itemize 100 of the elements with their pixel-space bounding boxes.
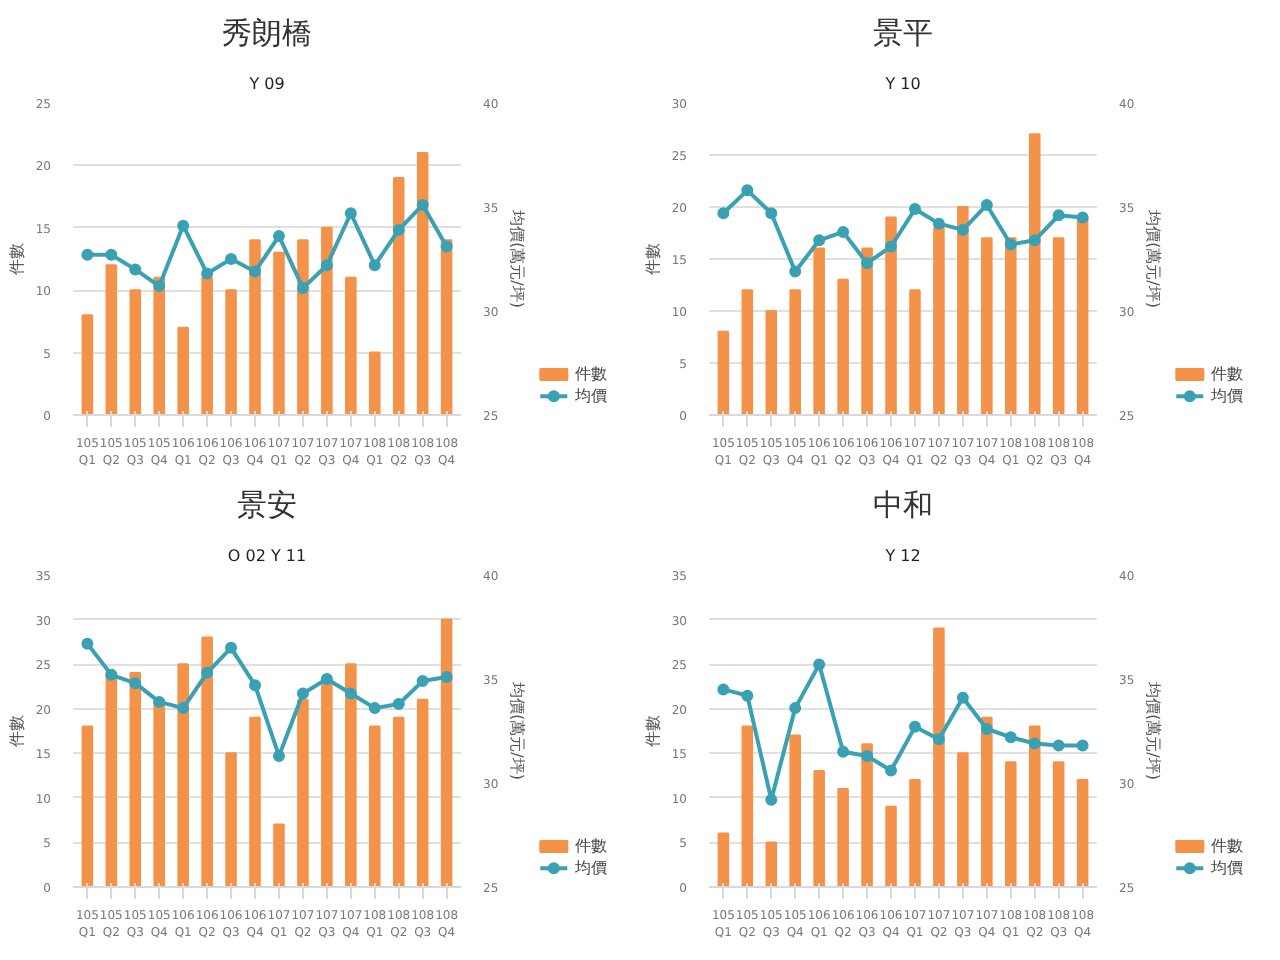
point <box>908 720 921 733</box>
chart-subtitle: O 02 Y 11 <box>227 547 307 565</box>
point <box>344 207 357 220</box>
y2-axis-title: 均價(萬元/坪) <box>508 208 527 308</box>
point <box>368 259 381 272</box>
point <box>416 675 429 688</box>
point <box>129 263 142 276</box>
point <box>201 267 214 280</box>
point <box>177 219 190 232</box>
point <box>932 733 945 746</box>
point <box>813 658 826 671</box>
bar <box>297 698 309 887</box>
bar <box>1076 216 1089 415</box>
bar <box>1052 237 1065 415</box>
legend-label: 件數 <box>574 365 607 384</box>
point <box>885 764 898 777</box>
bar <box>273 251 285 415</box>
y2-axis-title: 均價(萬元/坪) <box>1144 208 1163 308</box>
bar <box>741 289 754 415</box>
chart-subtitle: Y 10 <box>883 75 921 93</box>
bar <box>813 770 825 887</box>
bar <box>345 663 357 887</box>
bar <box>249 239 261 415</box>
bar <box>225 289 237 415</box>
point <box>980 722 993 735</box>
bar <box>177 326 189 415</box>
point <box>1004 731 1017 744</box>
y-axis-title: 件數 <box>7 715 26 747</box>
point <box>225 641 238 654</box>
bar <box>273 823 285 887</box>
bar <box>392 176 405 415</box>
bar <box>368 725 381 887</box>
bar <box>909 289 921 415</box>
point <box>789 702 802 715</box>
point <box>1028 234 1041 247</box>
chart-title: 景安 <box>237 487 297 523</box>
point <box>392 697 405 710</box>
bar <box>885 216 897 415</box>
bar <box>440 618 453 887</box>
bar <box>81 725 94 887</box>
point <box>837 745 850 758</box>
point <box>956 691 969 704</box>
point <box>1076 211 1089 224</box>
bar <box>105 264 118 415</box>
point <box>105 248 118 261</box>
bar <box>741 725 754 887</box>
bar <box>153 698 166 887</box>
point <box>296 687 309 700</box>
point <box>717 207 730 220</box>
point <box>392 223 405 236</box>
point <box>789 265 802 278</box>
bar <box>717 330 730 415</box>
point <box>129 677 142 690</box>
chart-title: 景平 <box>873 15 933 51</box>
chart-subtitle: Y 09 <box>247 75 285 93</box>
point <box>440 240 453 253</box>
point <box>272 230 285 243</box>
point <box>837 225 850 238</box>
bar <box>345 276 357 415</box>
bar <box>105 672 118 887</box>
bar <box>201 636 213 887</box>
point <box>765 793 778 806</box>
point <box>225 253 238 265</box>
bar <box>225 752 237 887</box>
bar <box>933 627 945 887</box>
bar <box>129 289 142 415</box>
bar <box>837 278 849 415</box>
bar <box>1052 761 1065 887</box>
point <box>765 207 778 220</box>
y-axis-title: 件數 <box>643 243 662 275</box>
bar <box>177 663 189 887</box>
point <box>741 689 754 702</box>
bar <box>321 680 333 887</box>
chart-title: 秀朗橋 <box>222 15 312 51</box>
bar <box>765 841 778 887</box>
legend-label: 件數 <box>574 837 607 856</box>
y2-axis-title: 均價(萬元/坪) <box>1144 680 1163 780</box>
point <box>1004 238 1017 251</box>
bar <box>129 672 142 887</box>
point <box>717 683 730 696</box>
bar <box>861 743 873 887</box>
bar <box>440 239 453 415</box>
point <box>861 257 874 270</box>
legend-label: 件數 <box>1210 365 1243 384</box>
bar <box>765 310 778 415</box>
point <box>81 637 94 650</box>
point <box>201 666 214 679</box>
point <box>344 687 357 700</box>
point <box>885 240 898 253</box>
point <box>932 217 945 230</box>
point <box>1052 739 1065 752</box>
point <box>320 673 333 685</box>
bar <box>416 151 429 415</box>
point <box>296 282 309 295</box>
bar <box>837 787 849 887</box>
bar <box>909 779 921 887</box>
legend-label: 件數 <box>1210 837 1243 856</box>
point <box>956 223 969 236</box>
bar <box>717 832 730 887</box>
bar <box>813 247 825 415</box>
